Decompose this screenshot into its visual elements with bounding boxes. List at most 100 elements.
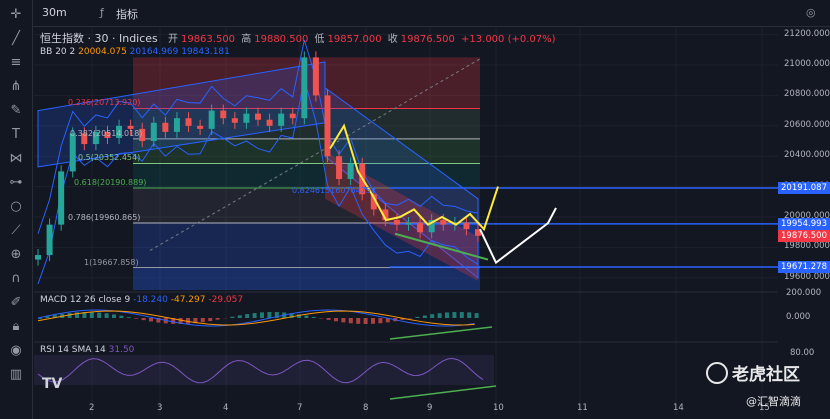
close-value: 19876.500 [400, 34, 455, 45]
tradingview-logo-icon: TV [42, 376, 63, 392]
pattern-icon[interactable]: ⋈ [9, 151, 23, 166]
time-axis-label: 2 [89, 403, 95, 413]
rsi-label: RSI 14 SMA 14 [40, 345, 106, 355]
candle-body [463, 223, 470, 230]
rsi-axis-label: 80.00 [790, 348, 815, 358]
fib-zone [133, 163, 480, 189]
macd-hist-bar [89, 312, 94, 318]
macd-hist-bar [230, 316, 235, 318]
trendline-icon[interactable]: ╱ [12, 31, 20, 46]
fib-label: 0.824615160764754 [292, 185, 376, 195]
interval-button[interactable]: 30m [42, 6, 67, 19]
macd-signal-line [37, 310, 475, 326]
candle-body [208, 110, 215, 129]
fx-icon[interactable]: ƒ [100, 6, 104, 19]
price-axis-label: 20400.000 [784, 150, 830, 161]
macd-hist-bar [104, 313, 109, 318]
magnet-icon[interactable]: ∩ [11, 271, 21, 286]
lock-draw-icon[interactable]: ✐ [10, 295, 22, 310]
time-axis-label: 8 [363, 403, 369, 413]
time-axis-label: 10 [493, 403, 504, 413]
candle-body [116, 125, 123, 138]
open-label: 开 [167, 34, 178, 45]
macd-hist-bar [430, 314, 435, 318]
brush-icon[interactable]: ✎ [10, 103, 22, 118]
fib-zone [133, 267, 480, 290]
ruler-icon[interactable]: ⟋ [11, 223, 21, 238]
candle-body [150, 122, 157, 142]
candle-body [35, 255, 41, 260]
macd-hist-bar [45, 316, 50, 318]
fib-label: 0.236(20713.920) [68, 98, 141, 108]
candle-body [92, 131, 99, 145]
macd-hist-bar [311, 316, 316, 318]
time-axis-label: 9 [427, 403, 433, 413]
macd-signal: -47.297 [170, 295, 206, 305]
bb-legend[interactable]: BB 20 2 20004.075 20164.969 19843.181 [40, 47, 230, 57]
macd-hist-bar [178, 318, 183, 324]
candle-body [139, 128, 146, 142]
macd-hist-bar [38, 318, 42, 319]
zoom-icon[interactable]: ⊕ [10, 247, 22, 262]
macd-legend[interactable]: MACD 12 26 close 9 -18.240 -47.297 -29.0… [40, 295, 243, 305]
tiger-logo-icon [706, 362, 728, 384]
macd-hist-bar [245, 314, 250, 318]
candle-body [220, 110, 227, 119]
time-axis-label: 3 [157, 403, 163, 413]
candle-body [382, 209, 389, 221]
camera-icon[interactable]: ◎ [806, 6, 816, 19]
macd-hist-bar [371, 318, 375, 324]
pitchfork-icon[interactable]: ⋔ [10, 79, 22, 94]
bb-label: BB 20 2 [40, 47, 76, 57]
candle-body [173, 118, 180, 132]
candle-body [393, 220, 400, 225]
fib-label: 0.786(19960.865) [68, 212, 141, 222]
ellipse-icon[interactable]: ○ [10, 199, 22, 214]
macd-hist-bar [200, 318, 205, 323]
macd-hist-bar [459, 312, 464, 318]
indicators-button[interactable]: 指标 [116, 8, 138, 21]
trash-icon[interactable]: ▥ [9, 367, 23, 382]
macd-hist-bar [67, 312, 72, 318]
rsi-divergence-line [389, 385, 497, 400]
macd-hist-bar [126, 317, 131, 318]
candle-body [231, 118, 238, 123]
green-divergence-line [394, 232, 489, 261]
projection-white-line [479, 207, 557, 265]
macd-hist-bar [52, 315, 57, 318]
rsi-band [34, 355, 494, 385]
macd-axis-label: 200.000 [786, 288, 822, 298]
candle-body [417, 223, 424, 233]
macd-axis-label: 0.000 [786, 312, 811, 322]
eye-icon[interactable]: ◉ [10, 343, 22, 358]
top-toolbar: 30m ƒ 指标 ◎ [0, 0, 830, 27]
candle-body [58, 171, 65, 225]
macd-hist-bar [134, 318, 139, 319]
macd-hist-bar [156, 318, 161, 323]
price-axis-label: 20000.000 [784, 211, 830, 222]
candle-body [185, 118, 192, 126]
candle-body [162, 122, 169, 132]
macd-hist-bar [474, 313, 479, 318]
candle-body [289, 113, 296, 119]
lock-icon[interactable]: 🔒︎ [12, 319, 20, 334]
crosshair-icon[interactable]: ✛ [10, 7, 22, 22]
projection-yellow-line [329, 123, 499, 232]
prediction-icon[interactable]: ⊶ [9, 175, 23, 190]
macd-hist-bar [193, 318, 198, 324]
macd-hist-bar [415, 316, 420, 318]
macd-hist-bar [378, 318, 383, 324]
price-axis-label: 20800.000 [784, 89, 830, 100]
candle-body [428, 220, 435, 233]
time-axis-label: 7 [297, 403, 303, 413]
candle-body [405, 223, 412, 225]
rsi-legend[interactable]: RSI 14 SMA 14 31.50 [40, 345, 134, 355]
symbol-title[interactable]: 恒生指数 · 30 · Indices [40, 32, 158, 45]
text-tool-icon[interactable]: T [12, 127, 20, 142]
fib-tool-icon[interactable]: ≡ [10, 55, 22, 70]
price-tag: 20191.087 [778, 181, 830, 194]
bb-lower-line [37, 79, 479, 285]
candle-body [243, 113, 250, 123]
fib-label: 0.618(20190.889) [74, 178, 147, 187]
